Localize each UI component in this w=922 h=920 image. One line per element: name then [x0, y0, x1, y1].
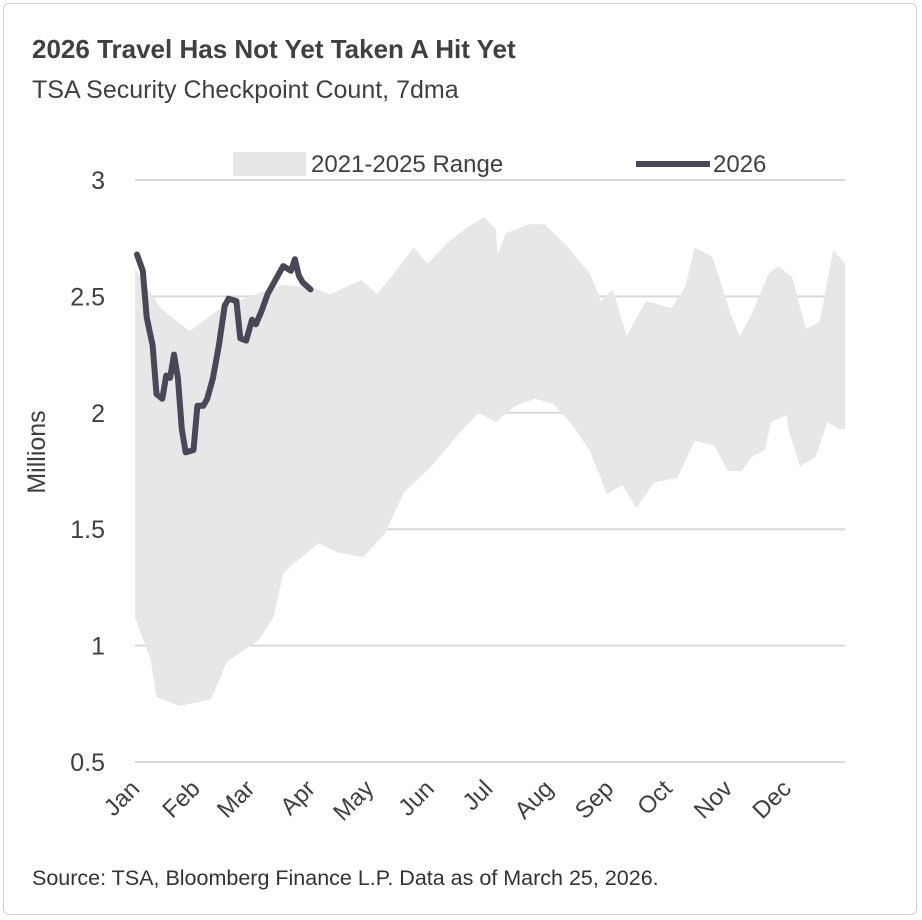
- x-tick-label: Jun: [393, 775, 439, 821]
- x-tick-label: Feb: [157, 775, 205, 823]
- chart-title: 2026 Travel Has Not Yet Taken A Hit Yet: [32, 34, 516, 64]
- chart-frame: [3, 3, 917, 915]
- legend-label-2026: 2026: [713, 151, 766, 178]
- range-band-2021-2025: [135, 217, 845, 707]
- x-tick-label: Apr: [275, 775, 321, 821]
- y-tick-label: 2: [91, 400, 105, 428]
- chart-subtitle: TSA Security Checkpoint Count, 7dma: [32, 76, 459, 104]
- y-tick-label: 1.5: [70, 516, 105, 544]
- legend-label-range: 2021-2025 Range: [311, 151, 503, 178]
- x-tick-label: Aug: [509, 775, 558, 824]
- x-tick-label: Oct: [632, 775, 678, 821]
- legend-swatch-range: [233, 152, 306, 176]
- x-tick-label: Dec: [747, 775, 796, 824]
- legend: 2021-2025 Range 2026: [233, 151, 766, 178]
- x-tick-label: May: [328, 775, 379, 826]
- y-tick-label: 0.5: [70, 749, 105, 777]
- x-tick-label: Jan: [99, 775, 145, 821]
- x-tick-label: Nov: [689, 775, 738, 824]
- y-tick-labels: 0.5 1 1.5 2 2.5 3: [70, 167, 105, 777]
- x-tick-label: Mar: [212, 775, 260, 823]
- source-note: Source: TSA, Bloomberg Finance L.P. Data…: [32, 866, 659, 890]
- y-tick-label: 1: [91, 633, 105, 661]
- y-tick-label: 3: [91, 167, 105, 195]
- line-2026: [134, 251, 314, 456]
- y-tick-label: 2.5: [70, 283, 105, 311]
- x-tick-labels: Jan Feb Mar Apr May Jun Jul Aug Sep Oct Nov Dec: [99, 775, 797, 826]
- y-axis-label: Millions: [23, 410, 51, 493]
- x-tick-label: Sep: [570, 775, 619, 824]
- x-tick-label: Jul: [458, 775, 499, 816]
